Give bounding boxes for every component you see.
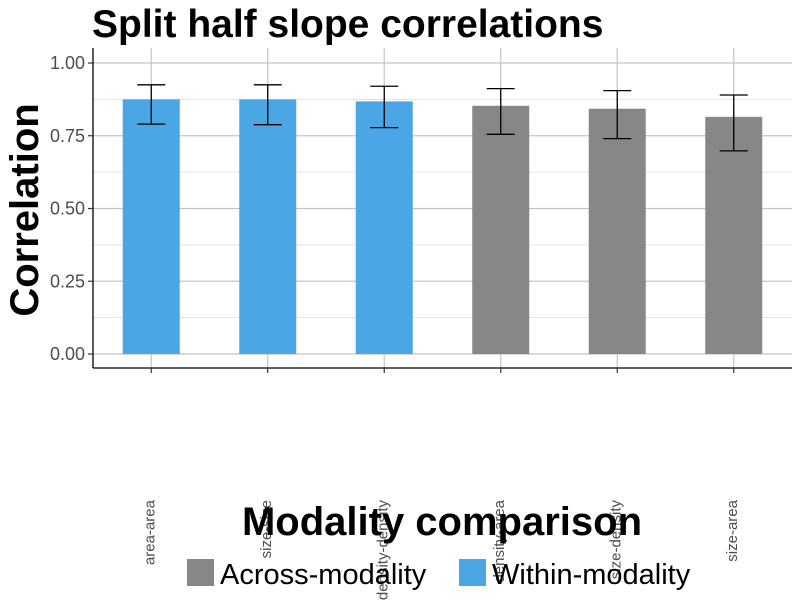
chart-title: Split half slope correlations [92,3,603,46]
x-tick-label: density-density [374,500,391,600]
x-tick-label: size-density [607,500,624,580]
bar-size-area [705,116,763,355]
bar-size-size [239,99,297,354]
bar-area-area [122,99,180,354]
bar-size-density [588,108,646,354]
x-tick-label: area-area [141,499,158,565]
legend-label: Across-modality [220,559,427,591]
y-tick-labels: 0.00 0.25 0.50 0.75 1.00 [50,53,85,364]
error-bar-size-density [603,89,632,140]
x-tick-label: size-size [258,500,275,558]
error-bar-area-area [137,84,166,125]
grid-lines [93,48,792,368]
x-tick-label: size-area [724,499,741,561]
y-tick-label: 0.75 [50,126,85,146]
error-bar-size-area [719,94,748,152]
error-bar-size-size [253,84,282,126]
bars [122,99,763,355]
error-bar-density-area [486,87,515,135]
x-tick-label: density-area [491,499,508,582]
y-tick-label: 1.00 [50,53,85,73]
bar-density-area [472,105,530,354]
y-axis-title: Correlation [3,103,47,316]
y-tick-label: 0.25 [50,271,85,291]
x-tick-labels: area-area size-size density-density density… [141,499,741,600]
legend-swatch [459,559,486,586]
error-bars [137,84,748,152]
legend-entry: Across-modality [187,559,427,591]
legend-label: Within-modality [492,559,691,591]
x-axis-title: Modality comparison [242,500,642,544]
y-tick-label: 0.00 [50,344,85,364]
axes [88,48,792,373]
legend-swatch [187,559,214,586]
y-tick-label: 0.50 [50,199,85,219]
error-bar-density-density [370,85,399,129]
bar-density-density [355,101,413,354]
legend: Across-modality Within-modality [187,559,691,591]
legend-entry: Within-modality [459,559,691,591]
